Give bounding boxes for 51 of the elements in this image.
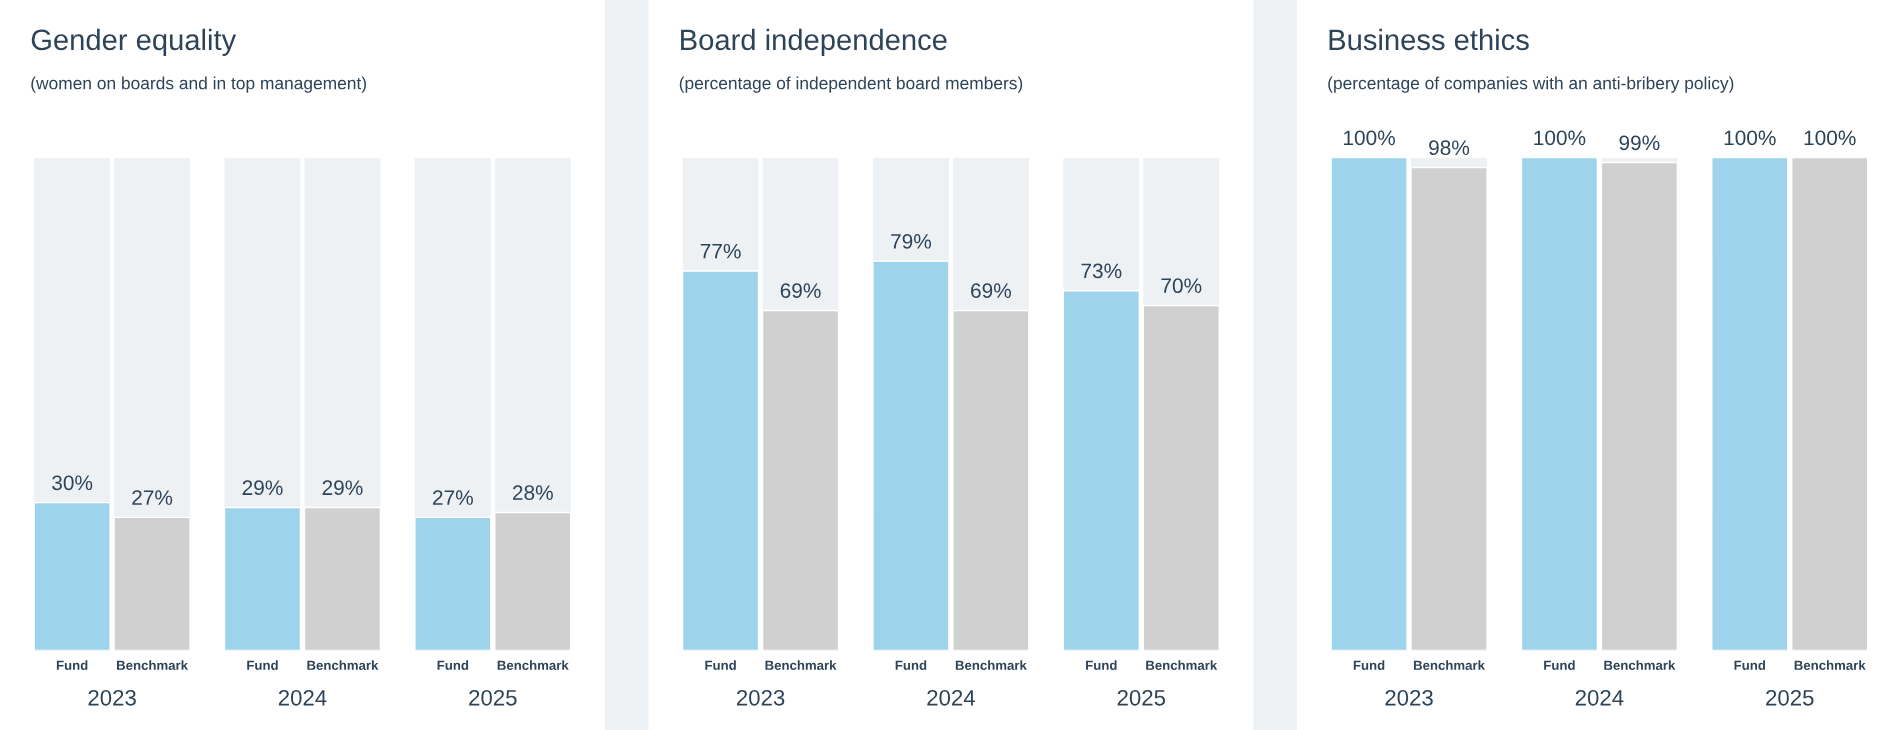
series-label: Benchmark bbox=[765, 660, 837, 670]
text: Benchmark bbox=[1794, 660, 1866, 670]
text: Benchmark bbox=[1146, 660, 1218, 670]
x-tick-label: 2025 bbox=[1766, 689, 1814, 706]
data-label: 100% bbox=[1534, 130, 1586, 146]
data-label: 70% bbox=[1161, 278, 1202, 294]
x-tick-label: 2024 bbox=[927, 689, 975, 706]
text: Fund bbox=[895, 660, 927, 670]
data-label: 100% bbox=[1344, 130, 1395, 146]
data-label: 100% bbox=[1804, 130, 1856, 146]
series-label: Fund bbox=[1353, 660, 1385, 670]
text: Benchmark bbox=[497, 660, 569, 670]
text: Fund bbox=[1086, 660, 1117, 670]
data-label: 79% bbox=[891, 233, 932, 249]
series-label: Benchmark bbox=[1413, 660, 1485, 670]
x-tick-label: 2024 bbox=[278, 689, 327, 706]
data-label: 29% bbox=[322, 480, 363, 496]
x-tick-label: 2023 bbox=[1385, 689, 1433, 706]
x-tick-label: 2023 bbox=[88, 689, 136, 706]
data-label: 73% bbox=[1081, 263, 1122, 279]
chart-subtitle: (percentage of independent board members) bbox=[679, 76, 1023, 93]
series-label: Fund bbox=[705, 660, 736, 670]
text: Benchmark bbox=[955, 660, 1027, 670]
text: Fund bbox=[437, 660, 469, 670]
text: Benchmark bbox=[307, 660, 379, 670]
data-label: 27% bbox=[433, 490, 473, 505]
chart-title: Board independence bbox=[681, 28, 947, 56]
x-tick-label: 2023 bbox=[736, 689, 785, 706]
data-label: 27% bbox=[132, 490, 173, 505]
data-label: 69% bbox=[780, 283, 821, 298]
data-label: 28% bbox=[512, 485, 553, 501]
data-label: 99% bbox=[1619, 135, 1660, 151]
text: Fund bbox=[247, 660, 278, 670]
series-label: Benchmark bbox=[117, 660, 189, 670]
text: Benchmark bbox=[1604, 660, 1676, 670]
chart-title: Business ethics bbox=[1329, 28, 1529, 51]
x-tick-label: 2025 bbox=[1117, 689, 1166, 706]
series-label: Fund bbox=[56, 660, 88, 670]
chart-subtitle: (percentage of companies with an anti-bribery policy) bbox=[1328, 76, 1734, 93]
text: Fund bbox=[1734, 660, 1766, 670]
data-label: 69% bbox=[971, 283, 1011, 298]
x-tick-label: 2024 bbox=[1575, 689, 1624, 706]
x-tick-label: 2025 bbox=[469, 689, 517, 706]
data-label: 98% bbox=[1429, 140, 1470, 156]
text: Fund bbox=[1544, 660, 1575, 670]
data-label: 30% bbox=[52, 475, 93, 491]
chart-title: Gender equality bbox=[31, 28, 237, 56]
data-label: 29% bbox=[242, 480, 283, 496]
data-label: 77% bbox=[700, 243, 741, 259]
data-label: 100% bbox=[1724, 130, 1776, 146]
chart-subtitle: (women on boards and in top management) bbox=[31, 76, 366, 93]
